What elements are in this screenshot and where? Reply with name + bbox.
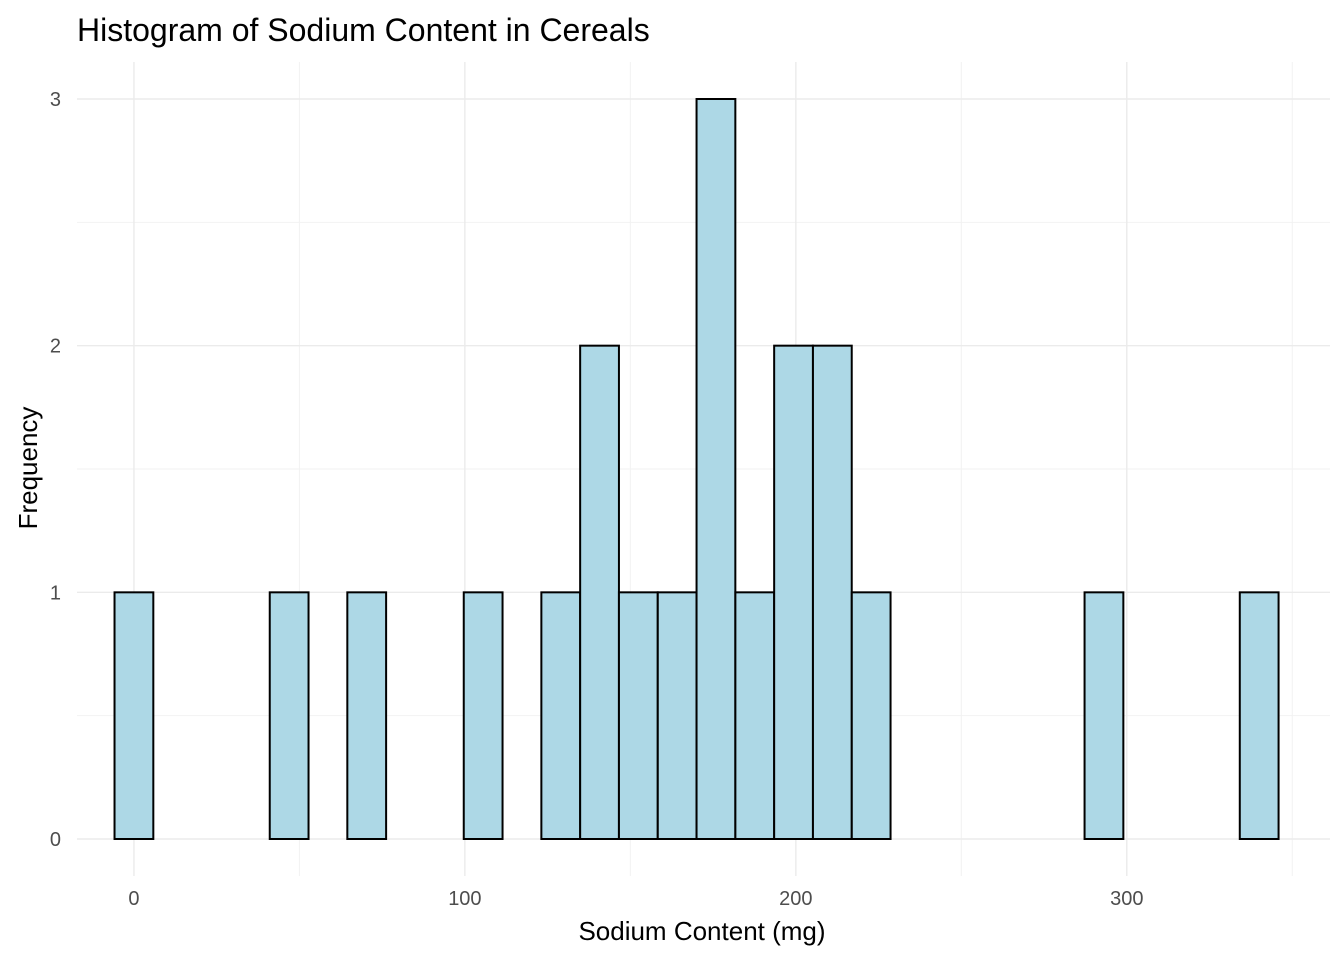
histogram-bar bbox=[346, 591, 388, 840]
histogram-bar bbox=[734, 591, 776, 840]
histogram-bar bbox=[695, 98, 737, 840]
histogram-bar bbox=[1083, 591, 1125, 840]
x-axis-label: Sodium Content (mg) bbox=[578, 916, 825, 946]
histogram-bar bbox=[656, 591, 698, 840]
histogram-bar bbox=[540, 591, 582, 840]
histogram-bar bbox=[850, 591, 892, 840]
x-tick-label: 200 bbox=[779, 888, 812, 910]
x-tick-label: 0 bbox=[128, 888, 139, 910]
histogram-bars bbox=[113, 98, 1280, 840]
histogram-bar bbox=[268, 591, 310, 840]
histogram-bar bbox=[773, 344, 814, 840]
y-axis-label: Frequency bbox=[13, 407, 43, 530]
chart-title: Histogram of Sodium Content in Cereals bbox=[77, 12, 650, 48]
histogram-bar bbox=[462, 591, 504, 840]
y-tick-label: 3 bbox=[50, 89, 61, 111]
tick-labels: 0 100 200 300 0 1 2 3 bbox=[50, 89, 1144, 910]
x-tick-label: 100 bbox=[448, 888, 481, 910]
x-tick-label: 300 bbox=[1110, 888, 1143, 910]
histogram-bar bbox=[113, 591, 155, 840]
histogram-bar bbox=[617, 591, 659, 840]
histogram-bar bbox=[1238, 591, 1280, 840]
histogram-bar bbox=[579, 344, 620, 840]
histogram-bar bbox=[811, 344, 853, 840]
y-tick-label: 2 bbox=[50, 336, 61, 358]
y-tick-label: 0 bbox=[50, 829, 61, 851]
y-tick-label: 1 bbox=[50, 582, 61, 604]
